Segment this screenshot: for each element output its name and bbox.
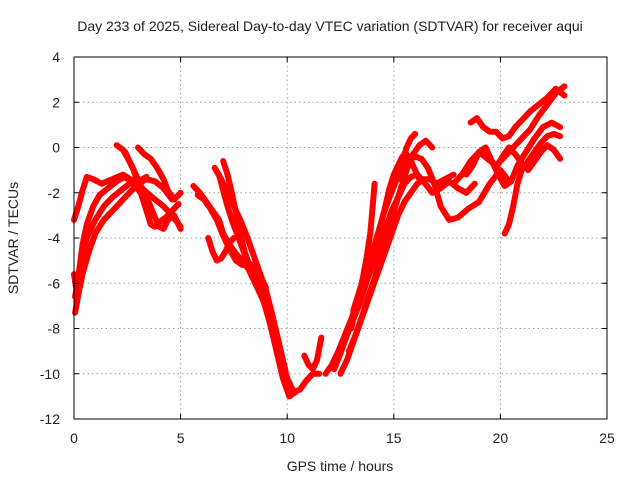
y-axis-label: SDTVAR / TECUs xyxy=(5,182,21,294)
series-arc-13 xyxy=(205,235,237,264)
series-arc-6 xyxy=(122,149,182,230)
y-tick-label: 2 xyxy=(52,94,60,110)
y-tick-label: -4 xyxy=(48,230,61,246)
x-tick-label: 5 xyxy=(177,430,185,446)
x-tick-label: 25 xyxy=(599,430,615,446)
x-axis-label: GPS time / hours xyxy=(287,458,394,474)
series-arc-25 xyxy=(501,130,564,237)
x-tick-label: 20 xyxy=(493,430,509,446)
series-arc-23 xyxy=(467,85,568,142)
x-tick-label: 15 xyxy=(386,430,402,446)
series-arc-9 xyxy=(211,164,293,395)
series-arc-7 xyxy=(135,144,184,203)
series-arc-1 xyxy=(71,171,184,230)
series-arc-20 xyxy=(350,180,378,314)
series-layer xyxy=(71,83,568,400)
x-tick-label: 10 xyxy=(279,430,295,446)
series-arc-18 xyxy=(346,137,436,355)
series-arc-24 xyxy=(463,119,564,189)
series-arc-26 xyxy=(493,142,564,174)
y-tick-label: -2 xyxy=(48,185,61,201)
y-tick-label: 4 xyxy=(52,49,60,65)
x-tick-label: 0 xyxy=(70,430,78,446)
y-tick-label: -12 xyxy=(40,411,60,427)
y-tick-label: 0 xyxy=(52,140,60,156)
y-tick-label: -6 xyxy=(48,275,61,291)
y-tick-label: -8 xyxy=(48,321,61,337)
series-arc-21 xyxy=(395,130,419,183)
y-tick-label: -10 xyxy=(40,366,60,382)
series-arc-11 xyxy=(220,158,293,389)
series-arc-3 xyxy=(72,176,176,316)
chart-title: Day 233 of 2025, Sidereal Day-to-day VTE… xyxy=(77,18,583,34)
series-arc-14 xyxy=(301,334,325,373)
series-arc-12 xyxy=(194,192,269,291)
series-arc-4 xyxy=(72,173,150,300)
